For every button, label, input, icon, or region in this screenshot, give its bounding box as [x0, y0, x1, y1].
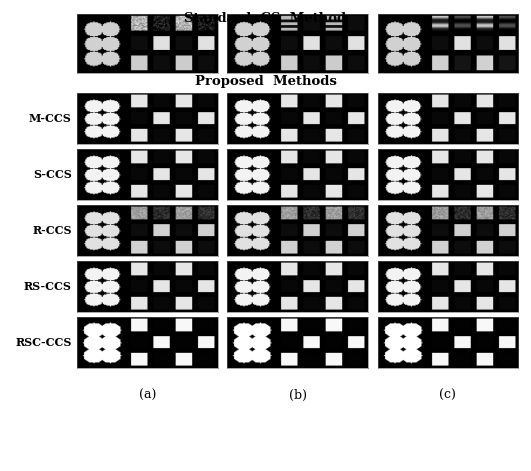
Text: Proposed  Methods: Proposed Methods	[194, 75, 337, 89]
Text: Standard  CS  Method: Standard CS Method	[184, 12, 347, 25]
Text: RSC-CCS: RSC-CCS	[15, 337, 72, 348]
Text: RS-CCS: RS-CCS	[24, 281, 72, 292]
Text: M-CCS: M-CCS	[29, 113, 72, 124]
Text: S-CCS: S-CCS	[33, 169, 72, 180]
Text: R-CCS: R-CCS	[32, 225, 72, 236]
Text: (a): (a)	[139, 389, 156, 402]
Text: (b): (b)	[289, 389, 306, 402]
Text: (c): (c)	[440, 389, 456, 402]
